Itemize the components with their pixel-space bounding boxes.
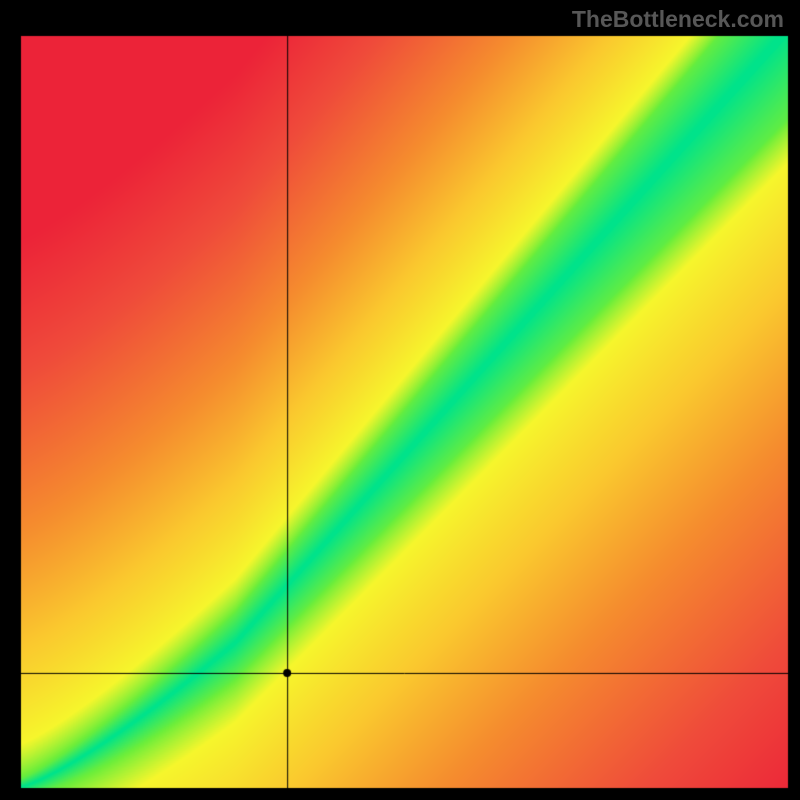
watermark-text: TheBottleneck.com — [572, 6, 784, 33]
heatmap-canvas — [0, 0, 800, 800]
chart-container: TheBottleneck.com — [0, 0, 800, 800]
